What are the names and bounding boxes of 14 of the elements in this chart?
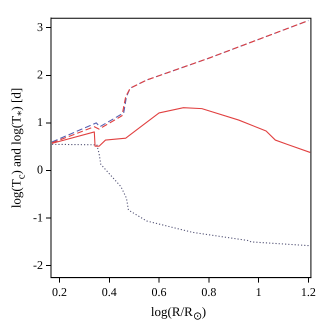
line-series bbox=[51, 144, 311, 246]
y-tick-label: -2 bbox=[32, 258, 43, 272]
x-tick-label: 0.2 bbox=[52, 284, 67, 299]
x-tick-label: 1 bbox=[256, 284, 262, 299]
x-tick-label: 0.4 bbox=[102, 284, 117, 299]
y-tick-label: 2 bbox=[36, 67, 43, 82]
y-tick-label: -1 bbox=[32, 210, 43, 224]
x-tick-label: 0.6 bbox=[152, 284, 167, 299]
x-tick-label: 1.2 bbox=[300, 284, 316, 299]
y-tick-label: 1 bbox=[36, 115, 43, 130]
x-tick-label: 0.8 bbox=[201, 284, 216, 299]
y-tick-label: 0 bbox=[36, 162, 43, 177]
y-tick-label: 3 bbox=[36, 20, 43, 34]
x-axis-title: log(R/R$_{⊙}$) bbox=[150, 304, 208, 323]
